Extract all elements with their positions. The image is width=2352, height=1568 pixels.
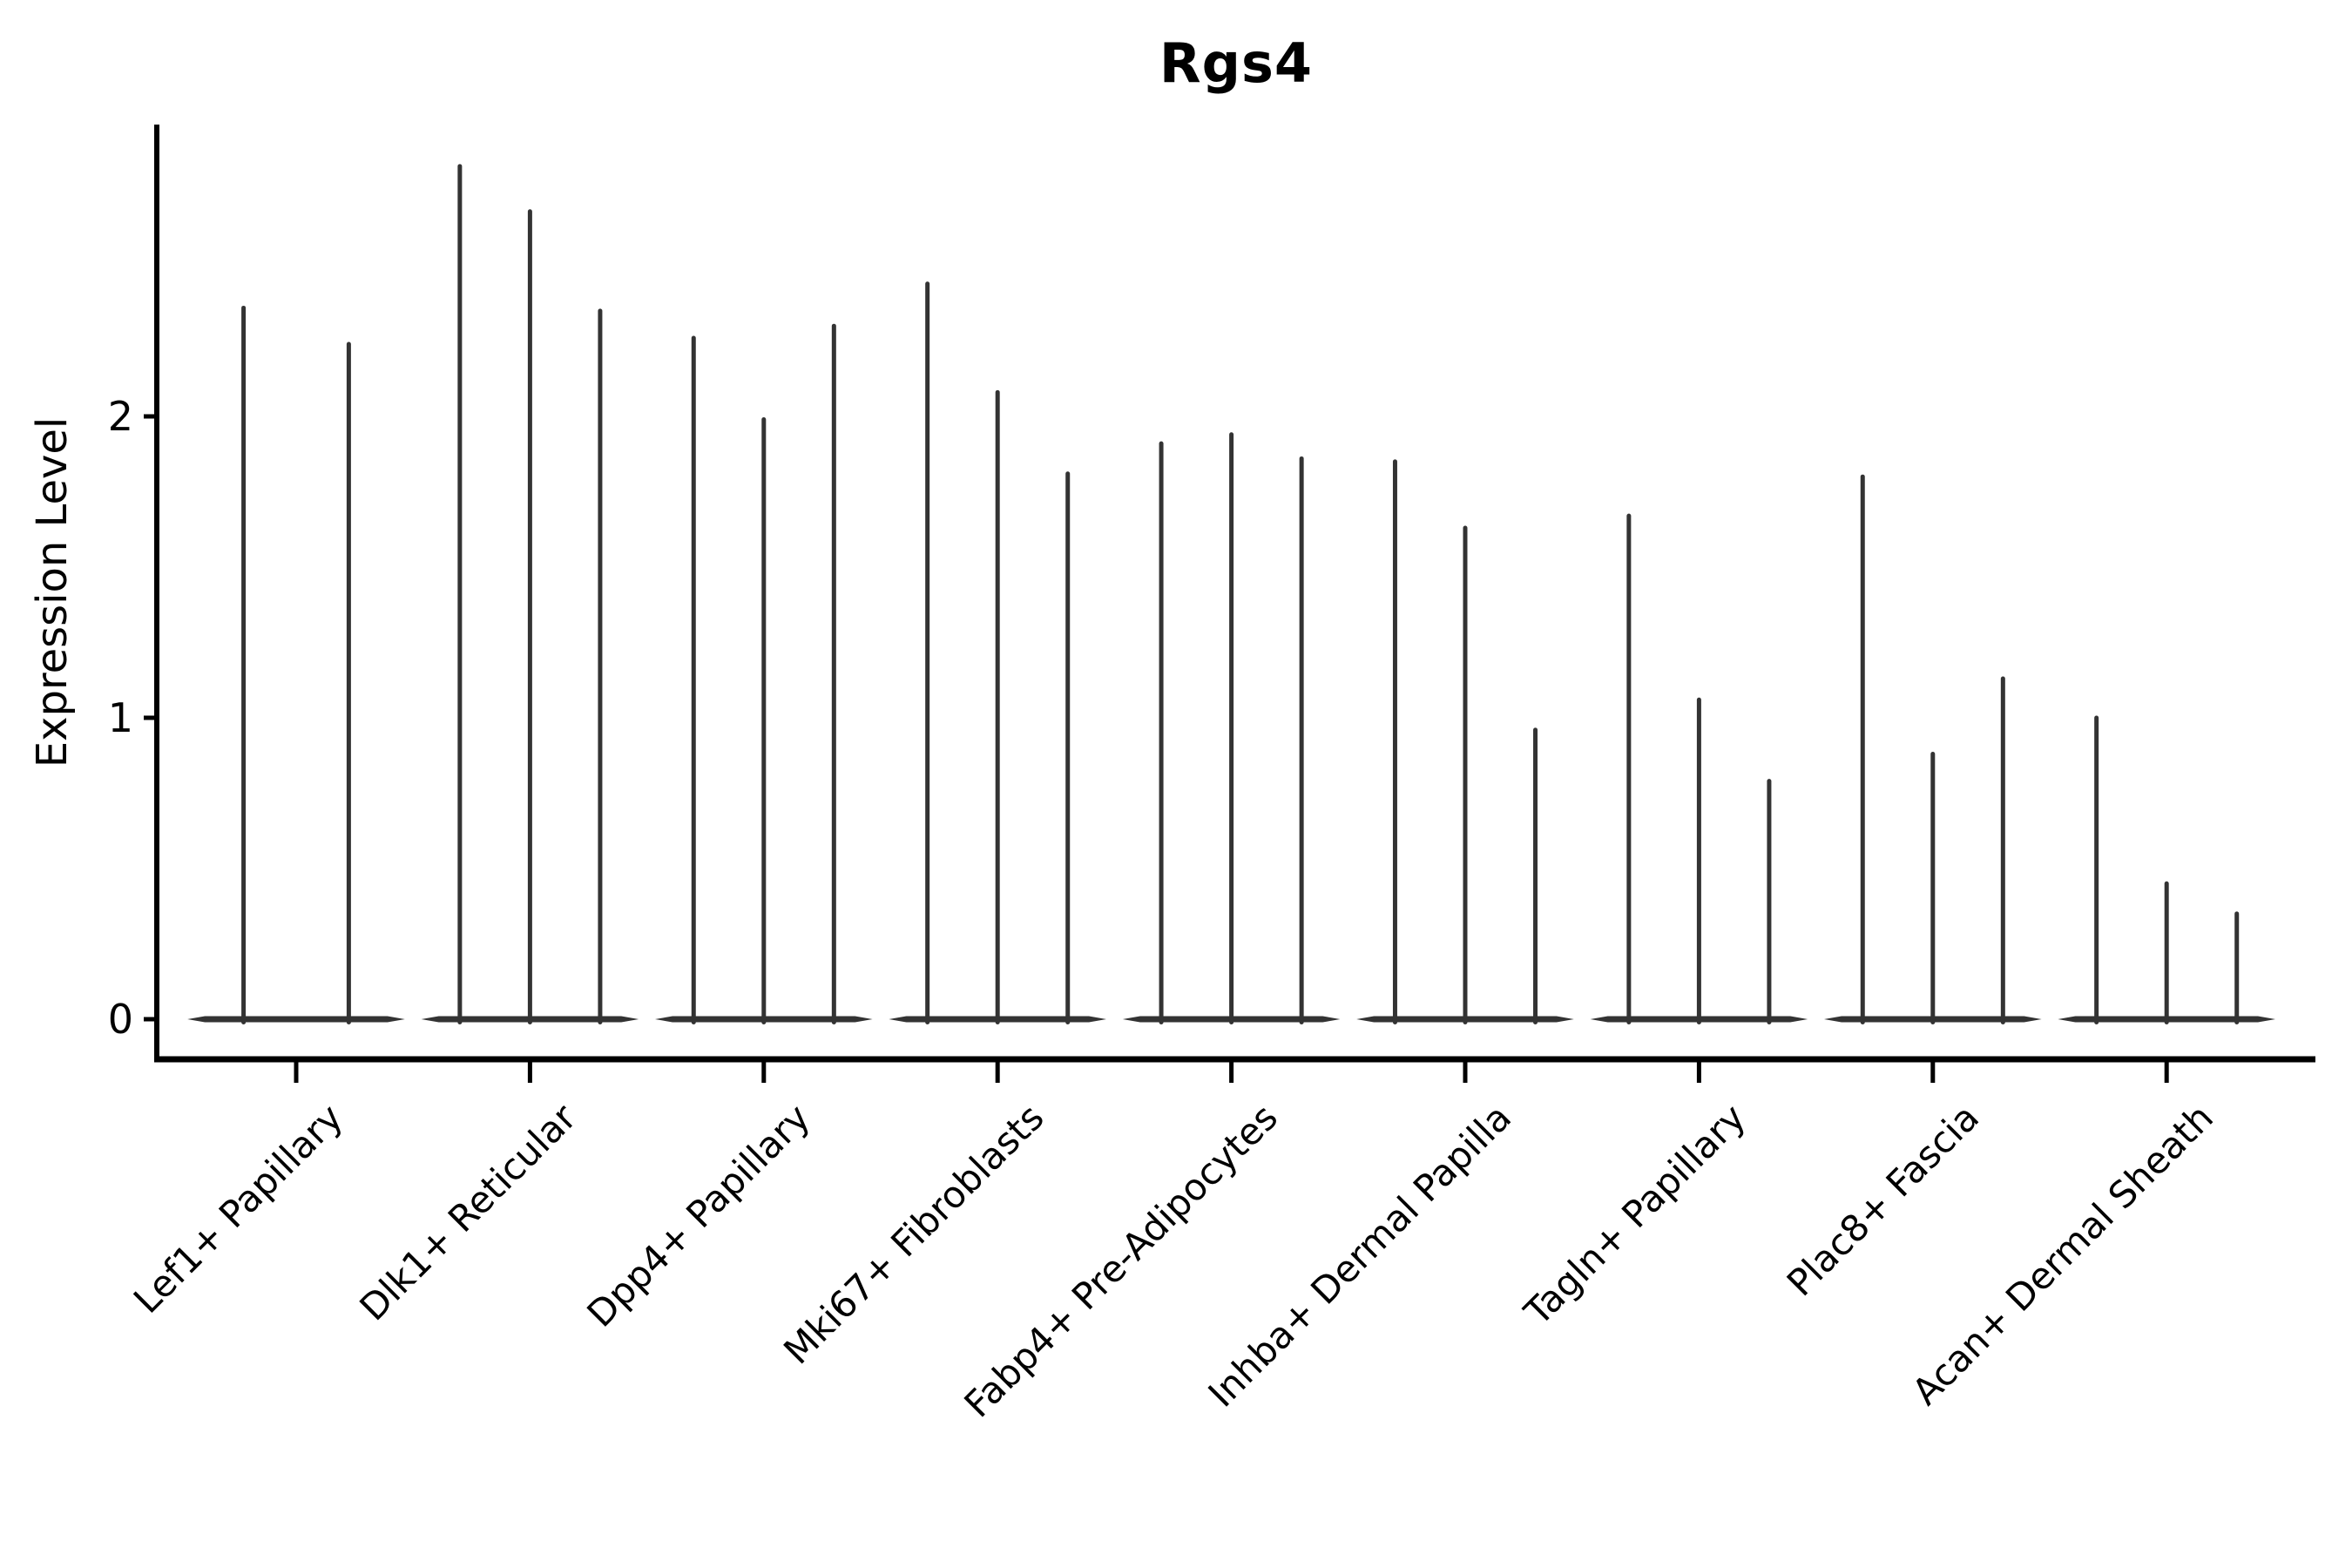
y-tick-label: 0 [107, 996, 133, 1043]
axis-layer [144, 125, 2315, 1083]
violin-layer [187, 164, 2275, 1024]
y-tick-label: 2 [107, 393, 133, 440]
y-axis-label: Expression Level [28, 416, 77, 768]
chart-title: Rgs4 [1159, 31, 1314, 95]
violin-base [187, 1016, 405, 1023]
y-tick-label: 1 [107, 694, 133, 741]
